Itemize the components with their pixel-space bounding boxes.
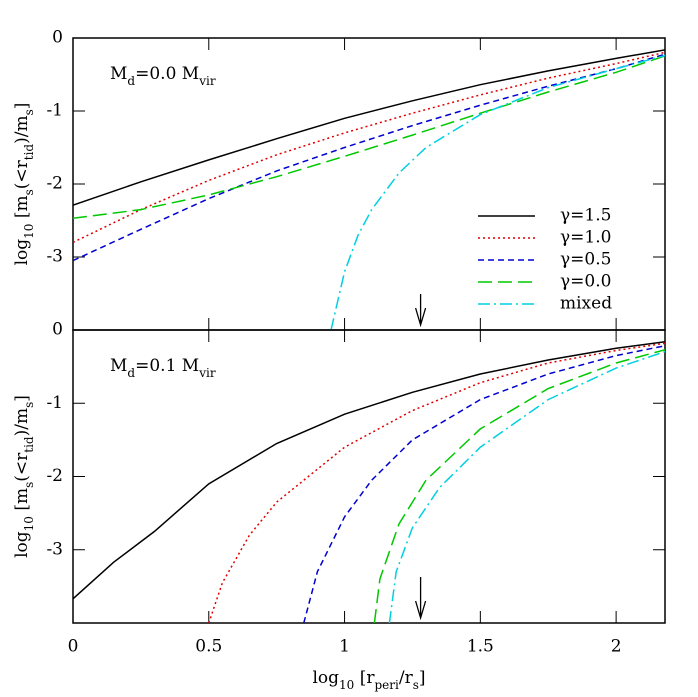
x-axis-label-part: [r	[354, 668, 375, 688]
y-tick-label: -2	[46, 174, 63, 194]
y-axis-label-part: tid	[22, 144, 36, 161]
y-tick-label: -3	[46, 539, 63, 559]
y-axis-label: log10 [ms(<rtid)/ms]	[12, 103, 36, 266]
y-axis-label-part: [m	[12, 488, 32, 516]
line-series	[330, 54, 665, 330]
y-axis-label-part: ]	[12, 395, 32, 402]
x-axis-label-part: 10	[339, 678, 354, 692]
x-axis-label-part: s	[413, 678, 419, 692]
y-axis-label-part: )/m	[12, 408, 32, 436]
annotation: Md=0.1 Mvir	[110, 356, 216, 380]
y-axis-label-part: log	[12, 239, 32, 266]
y-axis-label: log10 [ms(<rtid)/ms]	[12, 395, 36, 558]
x-tick-label: 2	[611, 637, 622, 657]
annotation-part: M	[110, 356, 127, 376]
y-axis-label-part: (<r	[12, 159, 32, 189]
series-group	[73, 49, 665, 330]
y-axis-label-part: 10	[22, 516, 36, 531]
annotation-part: d	[127, 366, 135, 380]
y-axis-label-part: s	[22, 109, 36, 115]
x-tick-label: 0	[68, 637, 79, 657]
x-tick-label: 0.5	[195, 637, 222, 657]
x-axis-label-part: /r	[399, 668, 414, 688]
annotation: Md=0.0 Mvir	[110, 64, 216, 88]
y-axis-label-part: log	[12, 531, 32, 558]
line-series	[373, 348, 665, 623]
annotation-part: M	[110, 64, 127, 84]
y-tick-label: -3	[46, 247, 63, 267]
x-axis-label-part: peri	[374, 678, 399, 692]
y-tick-label: -2	[46, 466, 63, 486]
line-series	[73, 340, 665, 600]
legend-label: mixed	[560, 294, 612, 314]
x-tick-label: 1.5	[467, 637, 494, 657]
line-series	[388, 350, 665, 623]
y-axis-label-part: ]	[12, 103, 32, 110]
x-tick-label: 1	[339, 637, 350, 657]
legend-label: γ=0.5	[560, 250, 611, 270]
y-axis-label-part: [m	[12, 195, 32, 223]
line-series	[303, 345, 665, 623]
x-axis-label-part: ]	[419, 668, 426, 688]
y-axis-label-part: s	[22, 402, 36, 408]
y-tick-label: 0	[52, 320, 63, 340]
legend-label: γ=0.0	[560, 272, 611, 292]
y-axis-label-part: s	[22, 482, 36, 488]
line-series	[73, 55, 665, 220]
series-group	[73, 340, 665, 623]
annotation-part: d	[127, 74, 135, 88]
line-series	[208, 342, 665, 623]
line-series	[73, 49, 665, 206]
x-axis-label-part: log	[312, 668, 339, 688]
y-axis-label-part: tid	[22, 436, 36, 453]
legend-label: γ=1.5	[560, 206, 611, 226]
legend-label: γ=1.0	[560, 228, 611, 248]
y-tick-label: -1	[46, 393, 63, 413]
annotation-part: =0.1 M	[135, 356, 199, 376]
annotation-part: vir	[198, 74, 216, 88]
y-axis-label-part: (<r	[12, 452, 32, 482]
y-axis-label-part: s	[22, 189, 36, 195]
y-tick-label: 0	[52, 28, 63, 48]
y-tick-label: -1	[46, 101, 63, 121]
arrow	[414, 294, 427, 328]
y-axis-label-part: )/m	[12, 115, 32, 143]
x-axis-label: log10 [rperi/rs]	[312, 668, 425, 692]
arrow	[414, 577, 427, 621]
annotation-part: =0.0 M	[135, 64, 199, 84]
y-axis-label-part: 10	[22, 224, 36, 239]
annotation-part: vir	[198, 366, 216, 380]
